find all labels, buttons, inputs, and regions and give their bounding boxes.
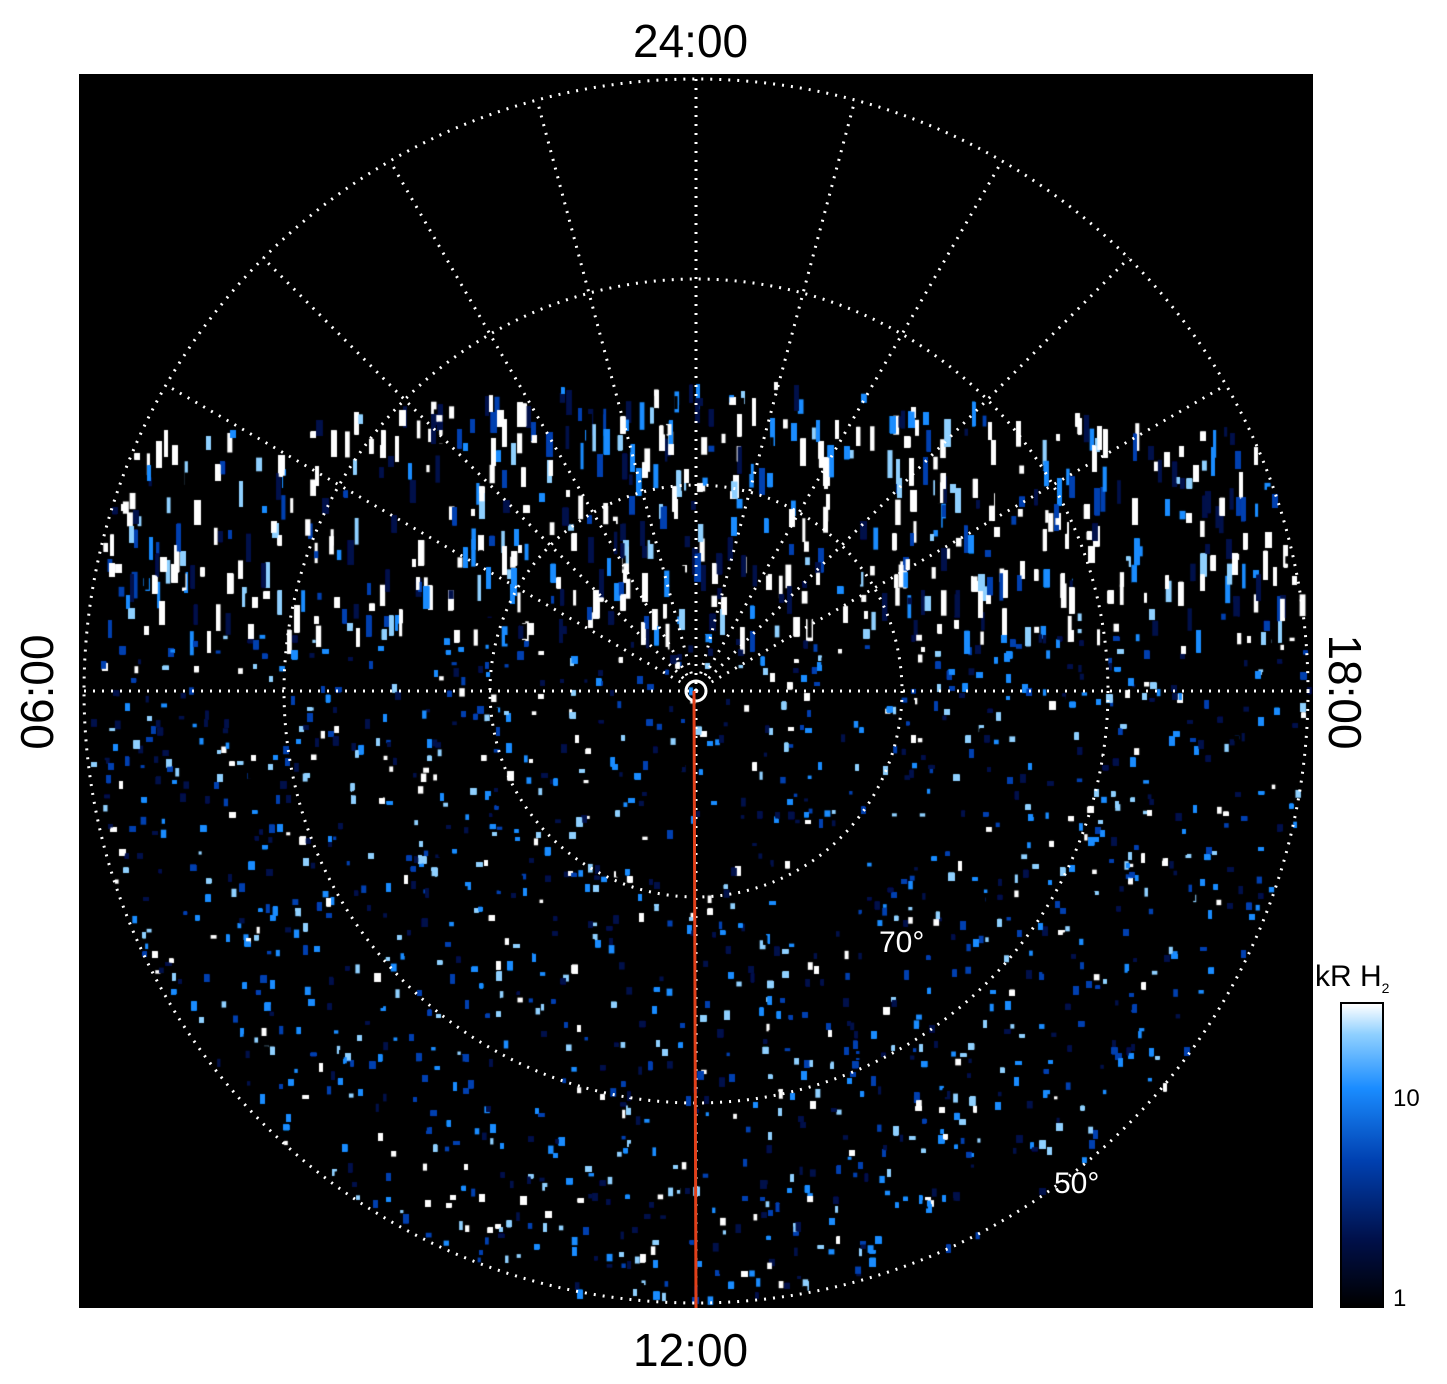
meridian-line-dotted <box>535 99 698 692</box>
polar-projection-image: 70° 50° <box>79 74 1313 1308</box>
colorbar-title-subscript: 2 <box>1381 980 1390 996</box>
polar-grid <box>82 77 1310 1308</box>
latitude-label-50: 50° <box>1054 1167 1100 1200</box>
colorbar-title-main: kR H <box>1315 960 1382 993</box>
meridian-line-dotted <box>695 383 1227 693</box>
meridian-line-dotted <box>388 160 698 692</box>
pole-marker <box>684 679 708 703</box>
latitude-label-70: 70° <box>879 926 925 959</box>
dusk-label-text: 18:00 <box>1319 634 1371 750</box>
colorbar <box>1340 1002 1384 1308</box>
local-time-label-dawn: 06:00 <box>11 634 63 749</box>
local-time-label-noon: 12:00 <box>633 1324 749 1376</box>
meridian-line-dotted <box>694 256 1131 693</box>
noon-meridian-red-line <box>692 690 698 1308</box>
latitude-circle-80 <box>488 483 904 899</box>
colorbar-tick-1: 1 <box>1393 1285 1407 1312</box>
latitude-circle-70 <box>282 277 1110 1105</box>
meridian-line-dotted <box>261 256 698 693</box>
meridian-line-dotted <box>694 160 1004 692</box>
dawn-label-text: 06:00 <box>11 634 63 750</box>
latitude-circle-60 <box>82 77 1310 1305</box>
meridian-line-dotted <box>694 99 857 692</box>
colorbar-tick-10: 10 <box>1393 1085 1420 1112</box>
local-time-label-midnight: 24:00 <box>633 15 749 67</box>
colorbar-title: kR H2 <box>1315 960 1389 996</box>
local-time-label-dusk: 18:00 <box>1319 634 1371 749</box>
meridian-line-dotted <box>165 383 697 693</box>
